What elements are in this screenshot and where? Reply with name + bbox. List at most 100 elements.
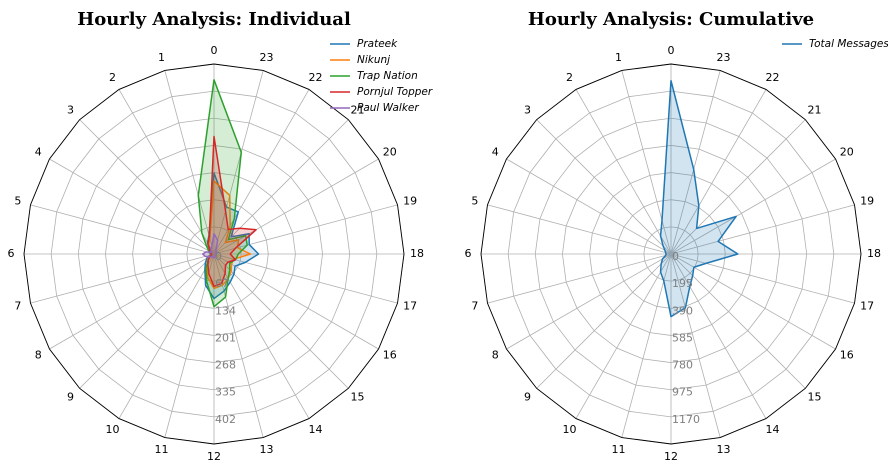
legend-label: Trap Nation bbox=[357, 70, 418, 82]
grid-spoke bbox=[487, 204, 672, 255]
hour-tick-label: 11 bbox=[611, 443, 625, 456]
grid-spoke bbox=[670, 89, 767, 255]
hour-tick-label: 5 bbox=[471, 194, 478, 207]
hour-tick-label: 4 bbox=[492, 146, 499, 159]
grid-spoke bbox=[670, 253, 721, 438]
radial-tick-label: 0 bbox=[672, 250, 679, 263]
hour-tick-label: 12 bbox=[207, 450, 221, 463]
hour-tick-label: 2 bbox=[566, 71, 573, 84]
grid-spoke bbox=[30, 253, 215, 304]
chart-title: Hourly Analysis: Cumulative bbox=[528, 9, 814, 30]
hour-tick-label: 15 bbox=[808, 391, 822, 404]
grid-spoke bbox=[670, 119, 806, 255]
grid-spoke bbox=[213, 204, 398, 255]
hour-tick-label: 7 bbox=[14, 300, 21, 313]
hour-tick-label: 14 bbox=[309, 423, 323, 436]
hour-tick-label: 9 bbox=[524, 391, 531, 404]
grid-spoke bbox=[487, 253, 672, 304]
grid-spoke bbox=[213, 70, 264, 255]
hour-tick-label: 16 bbox=[840, 349, 854, 362]
hour-tick-label: 10 bbox=[106, 423, 120, 436]
grid-spoke bbox=[506, 158, 672, 255]
individual-radar-panel: Hourly Analysis: Individual0123456789101… bbox=[8, 9, 433, 463]
hour-tick-label: 18 bbox=[410, 247, 424, 260]
series-line bbox=[659, 79, 739, 318]
chart-title: Hourly Analysis: Individual bbox=[77, 9, 351, 30]
hour-tick-label: 17 bbox=[403, 300, 417, 313]
hour-tick-label: 10 bbox=[563, 423, 577, 436]
hour-tick-label: 17 bbox=[860, 300, 874, 313]
legend-label: Pornjul Topper bbox=[357, 86, 433, 98]
hour-tick-label: 21 bbox=[351, 103, 365, 116]
grid-spoke bbox=[506, 253, 672, 350]
hour-tick-label: 18 bbox=[867, 247, 881, 260]
radial-tick-label: 975 bbox=[672, 386, 693, 399]
hour-tick-label: 19 bbox=[403, 194, 417, 207]
grid-spoke bbox=[536, 119, 672, 255]
grid-spoke bbox=[49, 253, 215, 350]
legend-label: Prateek bbox=[357, 38, 398, 50]
series-line bbox=[201, 232, 219, 259]
grid-spoke bbox=[536, 253, 672, 389]
hour-tick-label: 5 bbox=[14, 194, 21, 207]
series-area bbox=[660, 80, 738, 317]
grid-spoke bbox=[30, 204, 215, 255]
series-line bbox=[197, 79, 249, 308]
hour-tick-label: 13 bbox=[717, 443, 731, 456]
hour-tick-label: 4 bbox=[35, 146, 42, 159]
grid-spoke bbox=[621, 70, 672, 255]
outer-frame bbox=[23, 63, 405, 445]
grid-spoke bbox=[670, 204, 855, 255]
hour-tick-label: 23 bbox=[717, 51, 731, 64]
grid-spoke bbox=[670, 253, 806, 389]
grid-spoke bbox=[213, 253, 349, 389]
series-area bbox=[206, 181, 251, 289]
grid-spoke bbox=[670, 253, 855, 304]
hour-tick-label: 12 bbox=[664, 450, 678, 463]
cumulative-radar-panel: Hourly Analysis: Cumulative0123456789101… bbox=[465, 9, 888, 463]
radial-tick-label: 335 bbox=[215, 386, 236, 399]
grid-spoke bbox=[213, 253, 379, 350]
series-area bbox=[204, 172, 259, 299]
grid-spoke bbox=[118, 253, 215, 419]
legend-label: Total Messages bbox=[809, 38, 888, 50]
legend-label: Paul Walker bbox=[357, 102, 419, 114]
hour-tick-label: 13 bbox=[260, 443, 274, 456]
hour-tick-label: 8 bbox=[35, 349, 42, 362]
grid-spoke bbox=[164, 70, 215, 255]
radial-tick-label: 780 bbox=[672, 359, 693, 372]
legend-label: Nikunj bbox=[357, 54, 390, 66]
grid-spoke bbox=[621, 253, 672, 438]
series-area bbox=[207, 136, 257, 287]
hour-tick-label: 2 bbox=[109, 71, 116, 84]
grid-spoke bbox=[670, 158, 836, 255]
grid-spoke bbox=[670, 70, 721, 255]
hour-tick-label: 6 bbox=[8, 247, 15, 260]
hour-tick-label: 3 bbox=[524, 103, 531, 116]
grid-spoke bbox=[575, 253, 672, 419]
outer-frame bbox=[480, 63, 862, 445]
hour-tick-label: 6 bbox=[465, 247, 472, 260]
grid-spoke bbox=[670, 253, 767, 419]
hour-tick-label: 0 bbox=[211, 44, 218, 57]
hour-tick-label: 1 bbox=[615, 51, 622, 64]
radial-tick-label: 390 bbox=[672, 304, 693, 317]
radial-tick-label: 585 bbox=[672, 331, 693, 344]
hour-tick-label: 20 bbox=[383, 146, 397, 159]
grid-spoke bbox=[575, 89, 672, 255]
hour-tick-label: 3 bbox=[67, 103, 74, 116]
hour-tick-label: 22 bbox=[766, 71, 780, 84]
grid-spoke bbox=[670, 253, 836, 350]
grid-spoke bbox=[79, 119, 215, 255]
hour-tick-label: 14 bbox=[766, 423, 780, 436]
grid-spoke bbox=[213, 158, 379, 255]
hour-tick-label: 11 bbox=[154, 443, 168, 456]
radial-tick-label: 268 bbox=[215, 359, 236, 372]
hour-tick-label: 7 bbox=[471, 300, 478, 313]
grid-spoke bbox=[118, 89, 215, 255]
radial-tick-label: 134 bbox=[215, 304, 236, 317]
radial-tick-label: 201 bbox=[215, 331, 236, 344]
hour-tick-label: 8 bbox=[492, 349, 499, 362]
hour-tick-label: 15 bbox=[351, 391, 365, 404]
